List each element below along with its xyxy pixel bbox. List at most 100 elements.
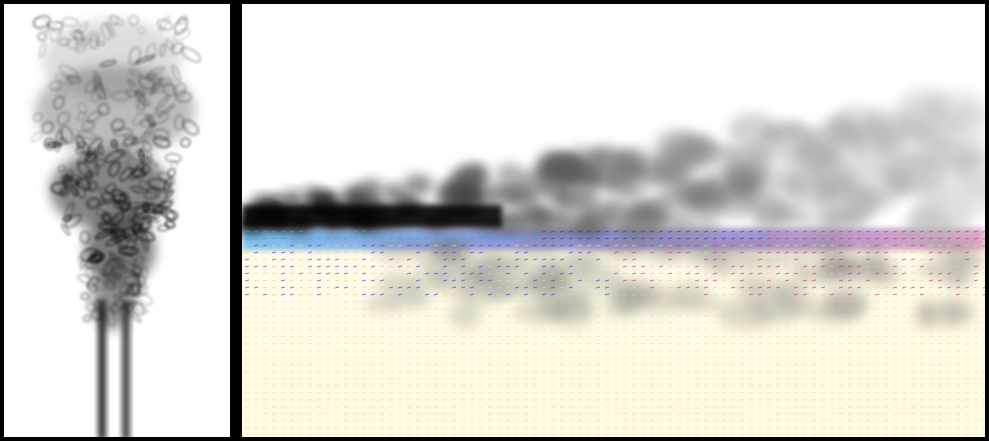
velocity-vector [713,351,717,352]
velocity-vector [515,372,519,373]
velocity-vector [452,435,456,436]
velocity-vector [461,365,465,366]
velocity-vector [668,372,672,373]
velocity-vector [596,302,600,303]
velocity-vector [821,330,825,331]
velocity-vector [965,316,969,317]
velocity-vector [605,344,609,345]
velocity-vector [974,337,978,338]
velocity-vector [947,358,951,359]
velocity-vector [956,316,960,317]
velocity-vector [866,386,870,387]
velocity-vector [551,330,555,331]
velocity-vector [524,393,528,394]
velocity-vector [758,316,762,317]
page: (() => { const svg = document.getElement… [0,0,989,441]
velocity-vector [362,379,366,380]
velocity-vector [326,309,330,310]
velocity-vector [389,393,393,394]
velocity-vector [929,330,933,331]
velocity-vector [434,407,438,408]
velocity-vector [794,351,798,352]
velocity-vector [560,407,564,408]
velocity-vector [713,302,717,303]
velocity-vector [794,344,798,345]
velocity-vector [290,435,294,436]
velocity-vector [614,421,618,422]
velocity-vector [551,393,555,394]
velocity-vector [749,351,753,352]
velocity-vector [974,379,978,380]
velocity-vector [488,421,492,422]
velocity-vector [470,365,474,366]
velocity-vector [317,316,321,317]
velocity-vector [434,428,438,429]
velocity-vector [947,400,951,401]
velocity-vector [722,386,726,387]
velocity-vector [758,323,762,324]
velocity-vector [830,309,834,310]
velocity-vector [371,428,375,429]
velocity-vector [389,323,393,324]
velocity-vector [272,358,276,359]
velocity-vector [776,358,780,359]
velocity-vector [740,323,744,324]
velocity-vector [335,344,339,345]
velocity-vector [848,407,852,408]
velocity-vector [704,302,708,303]
velocity-vector [812,309,816,310]
velocity-vector [335,414,339,415]
velocity-vector [344,337,348,338]
velocity-vector [650,421,654,422]
velocity-vector [740,428,744,429]
velocity-vector [596,309,600,310]
velocity-vector [434,316,438,317]
velocity-vector [929,414,933,415]
velocity-vector [398,323,402,324]
velocity-vector [488,365,492,366]
velocity-vector [947,344,951,345]
velocity-vector [281,330,285,331]
entrained-smoke [364,296,400,312]
velocity-vector [812,316,816,317]
velocity-vector [614,351,618,352]
velocity-vector [281,379,285,380]
velocity-vector [812,323,816,324]
velocity-vector [830,344,834,345]
panel-divider [230,0,242,441]
velocity-vector [632,316,636,317]
velocity-vector [776,400,780,401]
velocity-vector [578,302,582,303]
velocity-vector [641,365,645,366]
velocity-vector [830,358,834,359]
velocity-vector [713,365,717,366]
velocity-vector [731,400,735,401]
velocity-vector [713,435,717,436]
velocity-vector [326,414,330,415]
velocity-vector [569,365,573,366]
smoke-puff [601,176,622,191]
entrained-smoke [373,237,419,262]
velocity-vector [245,379,249,380]
velocity-vector [245,400,249,401]
velocity-vector [506,316,510,317]
velocity-vector [632,337,636,338]
velocity-vector [722,351,726,352]
velocity-vector [668,337,672,338]
velocity-vector [956,351,960,352]
velocity-vector [353,330,357,331]
velocity-vector [542,309,546,310]
velocity-vector [290,421,294,422]
velocity-vector [614,358,618,359]
velocity-vector [605,379,609,380]
velocity-vector [416,344,420,345]
velocity-vector [758,372,762,373]
velocity-vector [389,428,393,429]
velocity-vector [416,407,420,408]
velocity-vector [335,323,339,324]
velocity-vector [668,358,672,359]
velocity-vector [497,344,501,345]
velocity-vector [938,330,942,331]
dense-smoke-base [242,205,502,228]
velocity-vector [416,351,420,352]
